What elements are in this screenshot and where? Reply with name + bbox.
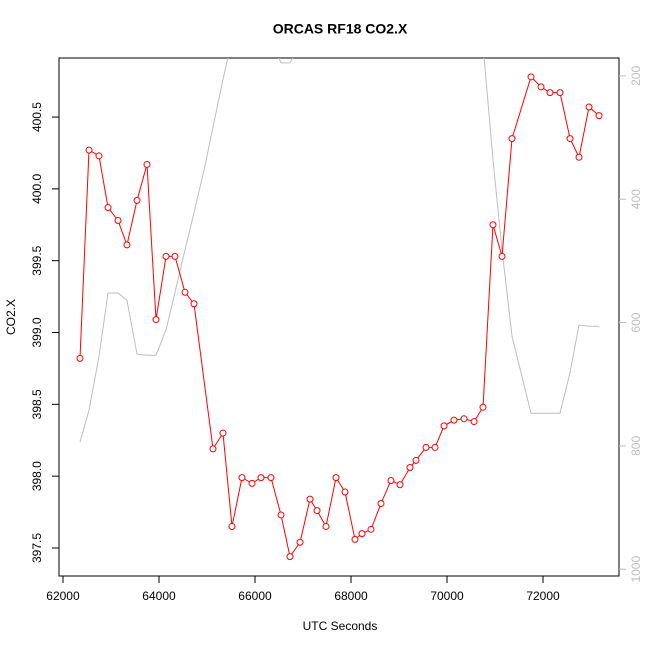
data-point <box>396 481 404 489</box>
data-point <box>575 153 583 161</box>
x-tick-label: 68000 <box>334 589 368 603</box>
data-point <box>152 316 160 324</box>
data-point <box>286 553 294 561</box>
data-point <box>85 146 93 154</box>
data-point <box>498 252 506 260</box>
y2-tick-label: 600 <box>629 312 643 332</box>
y-tick-label: 397.5 <box>30 533 44 563</box>
data-point <box>422 443 430 451</box>
data-point <box>104 204 112 212</box>
data-point <box>450 416 458 424</box>
data-point <box>190 300 198 308</box>
data-point <box>556 89 564 97</box>
data-point <box>440 422 448 430</box>
y-tick-label: 398.0 <box>30 461 44 491</box>
data-point <box>171 252 179 260</box>
y-tick-label: 398.5 <box>30 389 44 419</box>
data-point <box>228 522 236 530</box>
data-point <box>479 403 487 411</box>
data-point <box>257 474 265 482</box>
x-tick-label: 66000 <box>238 589 272 603</box>
data-point <box>322 522 330 530</box>
data-point <box>332 474 340 482</box>
data-point <box>566 135 574 143</box>
data-point <box>537 83 545 91</box>
x-tick-label: 70000 <box>430 589 464 603</box>
y-axis-label: CO2.X <box>4 299 18 335</box>
y2-tick-label: 400 <box>629 189 643 209</box>
data-point <box>508 135 516 143</box>
data-point <box>431 443 439 451</box>
x-axis-label: UTC Seconds <box>303 619 378 633</box>
data-point <box>248 479 256 487</box>
y-tick-label: 400.5 <box>30 102 44 132</box>
data-point <box>133 196 141 204</box>
data-point <box>489 221 497 229</box>
data-point <box>377 499 385 507</box>
data-point <box>527 73 535 81</box>
data-point <box>162 252 170 260</box>
data-point <box>351 535 359 543</box>
data-point <box>296 538 304 546</box>
series-line <box>79 58 600 443</box>
y2-tick-label: 200 <box>629 66 643 86</box>
x-tick-label: 62000 <box>46 589 80 603</box>
x-tick-label: 64000 <box>142 589 176 603</box>
y-tick-label: 399.5 <box>30 245 44 275</box>
data-point <box>470 418 478 426</box>
data-point <box>595 112 603 120</box>
series-line <box>79 75 600 558</box>
plot-frame <box>58 57 620 577</box>
data-point <box>546 89 554 97</box>
data-point <box>238 474 246 482</box>
data-point <box>358 530 366 538</box>
data-point <box>406 464 414 472</box>
data-point <box>341 488 349 496</box>
y-tick-label: 400.0 <box>30 174 44 204</box>
data-point <box>306 495 314 503</box>
data-point <box>585 103 593 111</box>
data-point <box>313 507 321 515</box>
data-point <box>412 456 420 464</box>
data-point <box>114 216 122 224</box>
data-point <box>95 152 103 160</box>
data-point <box>123 241 131 249</box>
x-tick-label: 72000 <box>526 589 560 603</box>
data-point <box>267 474 275 482</box>
data-point <box>181 288 189 296</box>
data-point <box>143 160 151 168</box>
data-point <box>76 354 84 362</box>
y-tick-label: 399.0 <box>30 317 44 347</box>
data-point <box>460 415 468 423</box>
data-point <box>387 476 395 484</box>
y2-tick-label: 1000 <box>629 556 643 583</box>
data-point <box>209 445 217 453</box>
chart-title: ORCAS RF18 CO2.X <box>273 21 408 37</box>
data-point <box>277 511 285 519</box>
data-point <box>219 429 227 437</box>
y2-tick-label: 800 <box>629 436 643 456</box>
data-point <box>367 525 375 533</box>
